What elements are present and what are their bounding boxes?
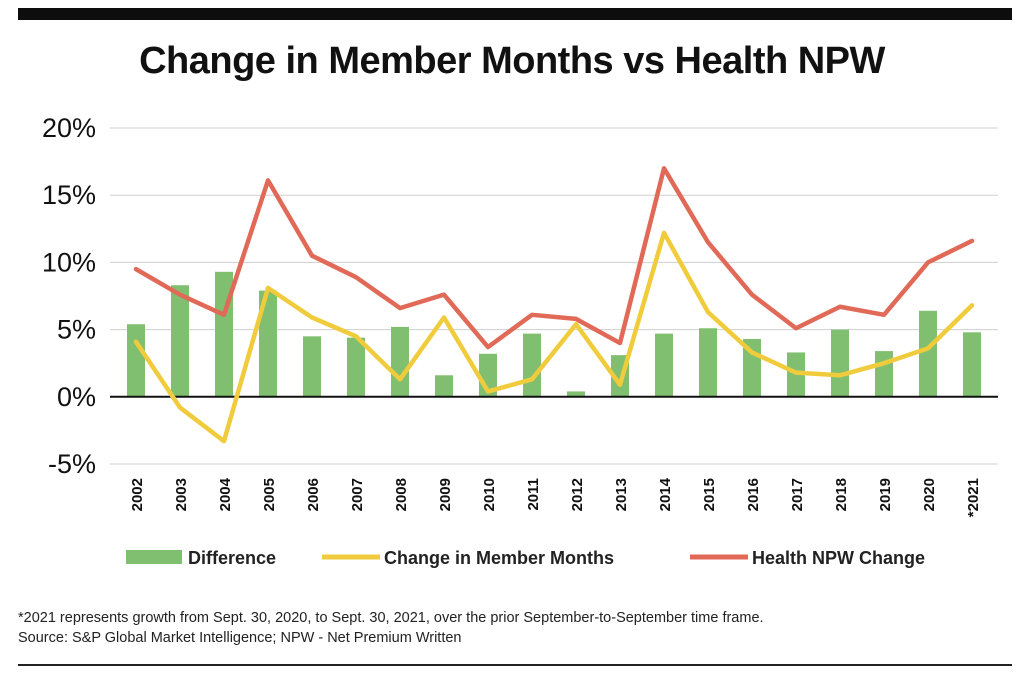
y-tick-label: 20% xyxy=(42,113,96,143)
lines xyxy=(133,166,975,444)
x-tick-label: 2012 xyxy=(569,478,586,511)
bar-difference xyxy=(259,290,277,397)
x-tick-label: *2021 xyxy=(965,478,982,517)
legend-swatch-bar xyxy=(126,550,182,564)
bar-difference xyxy=(391,326,409,397)
x-tick-label: 2015 xyxy=(701,478,718,511)
x-tick-labels: 2002 2003 2004 2005 2006 2007 2008 2009 2010 2011… xyxy=(129,477,982,517)
bar-difference xyxy=(963,332,981,397)
x-tick-label: 2011 xyxy=(525,478,542,511)
x-tick-label: 2017 xyxy=(789,478,806,511)
source-note: Source: S&P Global Market Intelligence; … xyxy=(18,630,462,646)
y-tick-label: 5% xyxy=(57,315,96,345)
bar-difference xyxy=(347,337,365,397)
x-tick-label: 2018 xyxy=(833,478,850,511)
legend: Difference Change in Member Months Health … xyxy=(126,548,925,568)
x-tick-label: 2006 xyxy=(305,478,322,511)
bar-difference xyxy=(523,333,541,397)
bar-difference xyxy=(699,328,717,397)
x-tick-label: 2013 xyxy=(613,478,630,511)
x-tick-label: 2007 xyxy=(349,478,366,511)
chart: -5%0%5%10%15%20% 2002 2003 2004 2005 2006 200… xyxy=(42,113,998,568)
bar-difference xyxy=(171,285,189,397)
x-tick-label: 2019 xyxy=(877,478,894,511)
x-tick-label: 2002 xyxy=(129,478,146,511)
bar-difference xyxy=(435,375,453,397)
y-tick-label: 15% xyxy=(42,180,96,210)
y-tick-label: 10% xyxy=(42,247,96,277)
top-rule xyxy=(18,8,1012,20)
bar-difference xyxy=(303,336,321,397)
legend-label: Health NPW Change xyxy=(752,548,925,568)
health-npw-change-line xyxy=(133,166,975,350)
chart-title: Change in Member Months vs Health NPW xyxy=(139,40,885,82)
bar-difference xyxy=(831,329,849,397)
bar-difference xyxy=(919,310,937,397)
legend-label: Change in Member Months xyxy=(384,548,614,568)
footnote: *2021 represents growth from Sept. 30, 2… xyxy=(18,610,764,626)
bottom-rule xyxy=(18,664,1012,666)
x-tick-label: 2014 xyxy=(657,477,674,511)
y-tick-labels: -5% 0% 5% 10% 15% 20% xyxy=(42,113,96,479)
gridlines xyxy=(110,127,998,465)
y-tick-label: 0% xyxy=(57,382,96,412)
y-tick-label: -5% xyxy=(48,449,96,479)
x-tick-label: 2003 xyxy=(173,478,190,511)
bar-difference xyxy=(875,351,893,397)
bar-difference xyxy=(567,391,585,397)
x-tick-label: 2016 xyxy=(745,478,762,511)
x-tick-label: 2005 xyxy=(261,478,278,511)
x-tick-label: 2008 xyxy=(393,478,410,511)
bar-difference xyxy=(127,324,145,397)
legend-label: Difference xyxy=(188,548,276,568)
x-tick-label: 2004 xyxy=(217,477,234,511)
x-tick-label: 2010 xyxy=(481,478,498,511)
bar-difference xyxy=(655,333,673,397)
x-tick-label: 2020 xyxy=(921,478,938,511)
change-in-member-months-line xyxy=(133,230,975,444)
x-tick-label: 2009 xyxy=(437,478,454,511)
